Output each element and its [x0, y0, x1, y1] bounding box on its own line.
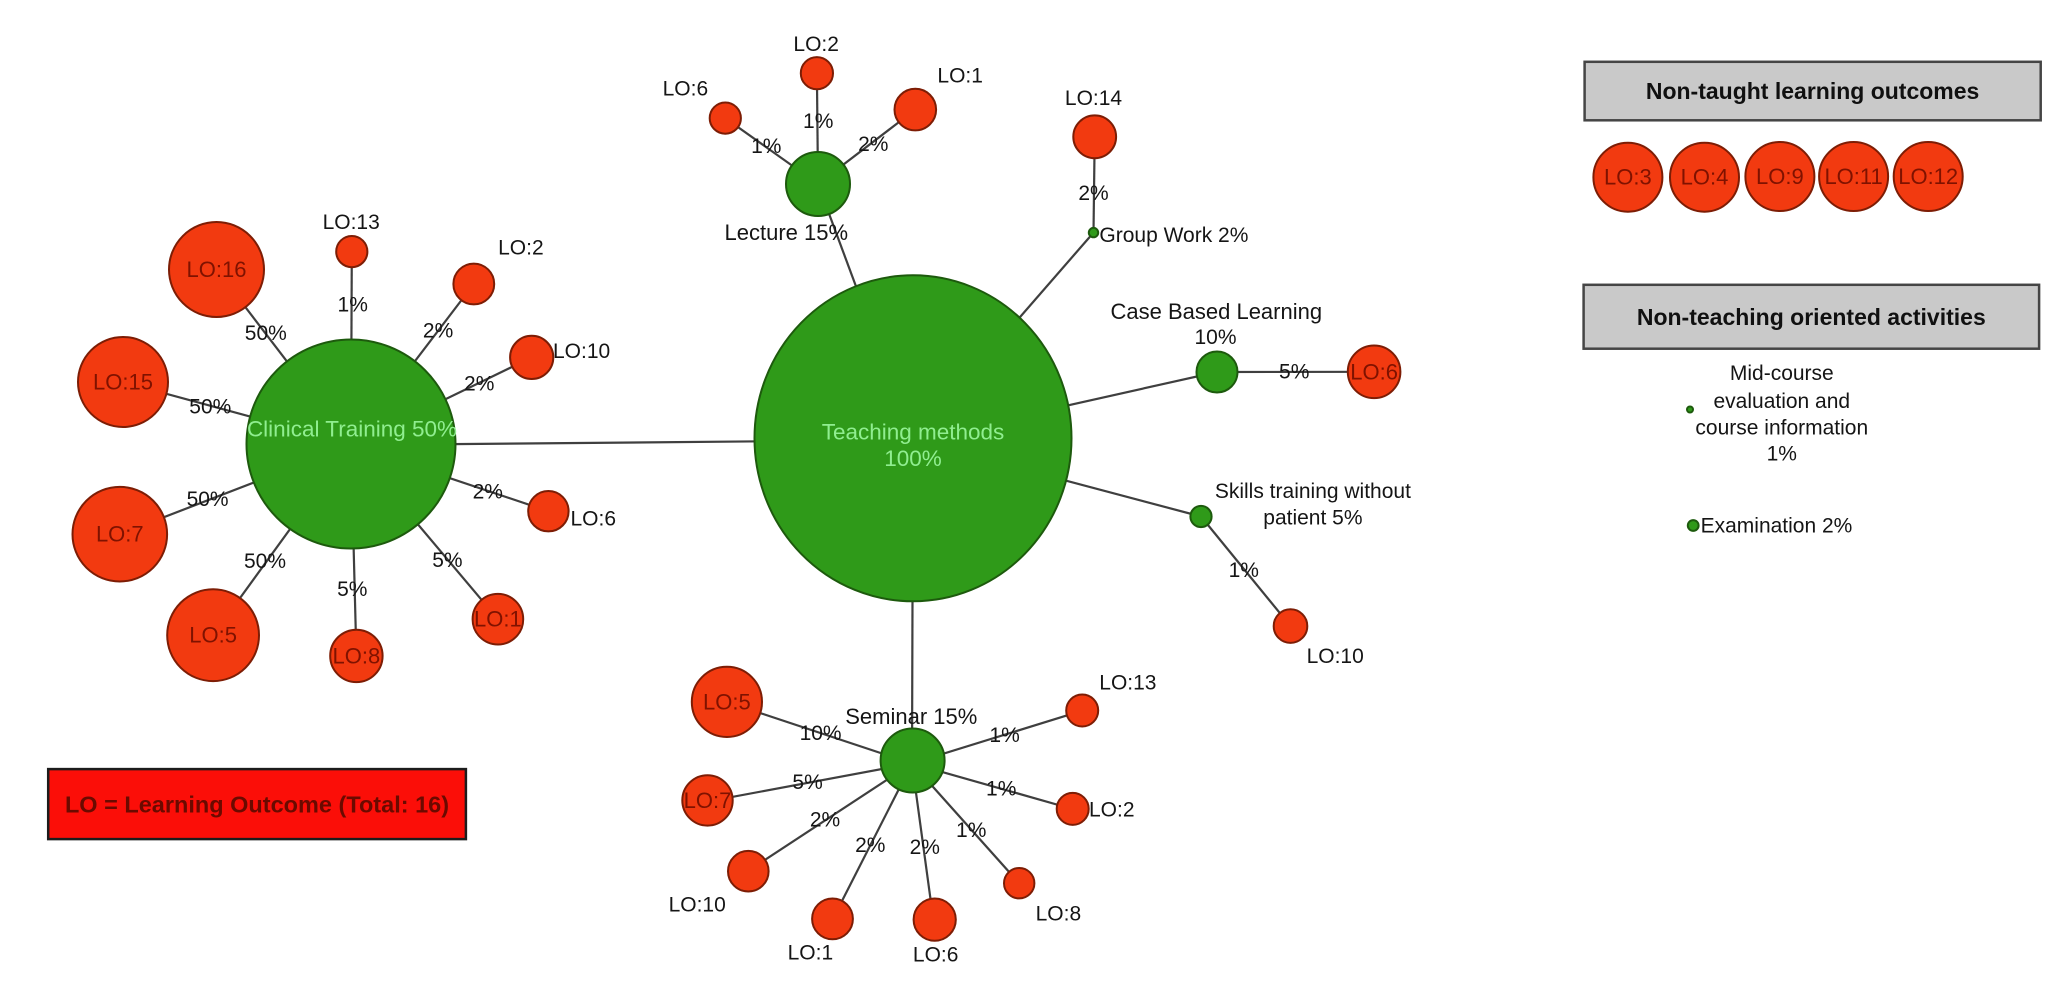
svg-text:2%: 2%: [858, 133, 888, 156]
svg-text:5%: 5%: [1279, 360, 1309, 383]
svg-text:2%: 2%: [810, 809, 840, 832]
svg-text:LO:10: LO:10: [553, 340, 610, 363]
svg-text:Skills training without: Skills training without: [1215, 480, 1411, 503]
svg-text:10%: 10%: [1194, 326, 1236, 349]
svg-text:Examination 2%: Examination 2%: [1701, 515, 1853, 538]
svg-text:Mid-course: Mid-course: [1730, 362, 1834, 385]
svg-text:2%: 2%: [464, 372, 494, 395]
svg-text:LO:7: LO:7: [96, 522, 144, 547]
svg-text:LO:3: LO:3: [1604, 165, 1652, 190]
svg-text:LO:6: LO:6: [571, 508, 617, 531]
svg-text:Lecture 15%: Lecture 15%: [725, 220, 849, 245]
svg-text:LO:4: LO:4: [1681, 165, 1729, 190]
svg-text:1%: 1%: [989, 724, 1019, 747]
svg-text:LO:7: LO:7: [684, 788, 732, 813]
svg-text:LO = Learning Outcome (Total:: LO = Learning Outcome (Total: 16): [65, 792, 449, 818]
svg-text:50%: 50%: [187, 488, 229, 511]
svg-text:LO:8: LO:8: [1036, 902, 1082, 925]
svg-text:Group Work 2%: Group Work 2%: [1099, 224, 1248, 247]
svg-text:Teaching methods: Teaching methods: [822, 420, 1005, 445]
svg-text:LO:1: LO:1: [937, 64, 983, 87]
svg-text:LO:2: LO:2: [793, 33, 839, 56]
svg-text:5%: 5%: [792, 771, 822, 794]
svg-text:LO:6: LO:6: [663, 77, 709, 100]
svg-text:1%: 1%: [986, 777, 1016, 800]
svg-text:LO:5: LO:5: [189, 623, 237, 648]
svg-text:Clinical Training 50%: Clinical Training 50%: [247, 417, 457, 442]
svg-text:2%: 2%: [1078, 182, 1108, 205]
svg-text:5%: 5%: [432, 549, 462, 572]
svg-text:LO:6: LO:6: [1350, 359, 1398, 384]
svg-text:1%: 1%: [956, 819, 986, 842]
svg-text:LO:5: LO:5: [703, 689, 751, 714]
svg-text:1%: 1%: [803, 110, 833, 133]
svg-text:Non-taught learning outcomes: Non-taught learning outcomes: [1646, 78, 1980, 104]
svg-text:2%: 2%: [855, 834, 885, 857]
svg-text:50%: 50%: [244, 550, 286, 573]
svg-text:LO:8: LO:8: [333, 643, 381, 668]
svg-text:LO:6: LO:6: [913, 944, 959, 967]
svg-text:LO:10: LO:10: [1307, 645, 1364, 668]
svg-text:Case Based Learning: Case Based Learning: [1111, 299, 1323, 324]
svg-text:LO:1: LO:1: [474, 607, 522, 632]
svg-text:1%: 1%: [1767, 443, 1797, 466]
svg-text:LO:1: LO:1: [788, 942, 834, 965]
svg-text:100%: 100%: [884, 446, 942, 471]
svg-text:LO:2: LO:2: [498, 237, 544, 260]
svg-text:LO:12: LO:12: [1898, 164, 1958, 189]
svg-text:1%: 1%: [751, 135, 781, 158]
svg-text:Seminar 15%: Seminar 15%: [845, 704, 977, 729]
svg-text:5%: 5%: [337, 578, 367, 601]
svg-text:LO:9: LO:9: [1756, 164, 1804, 189]
svg-text:course information: course information: [1695, 417, 1868, 440]
svg-text:LO:14: LO:14: [1065, 87, 1123, 110]
svg-text:50%: 50%: [189, 395, 231, 418]
svg-text:50%: 50%: [245, 322, 287, 345]
svg-text:LO:11: LO:11: [1824, 164, 1882, 189]
svg-text:LO:13: LO:13: [1099, 672, 1156, 695]
svg-text:1%: 1%: [338, 294, 368, 317]
svg-text:2%: 2%: [473, 480, 503, 503]
svg-text:1%: 1%: [1229, 559, 1259, 582]
svg-text:patient 5%: patient 5%: [1263, 506, 1362, 529]
svg-text:10%: 10%: [800, 722, 842, 745]
svg-text:evaluation and: evaluation and: [1713, 390, 1850, 413]
svg-text:LO:15: LO:15: [93, 370, 153, 395]
svg-text:LO:10: LO:10: [669, 894, 726, 917]
svg-text:LO:2: LO:2: [1089, 798, 1135, 821]
svg-text:LO:13: LO:13: [323, 211, 380, 234]
svg-text:LO:16: LO:16: [187, 257, 247, 282]
svg-text:2%: 2%: [423, 320, 453, 343]
svg-text:2%: 2%: [910, 836, 940, 859]
svg-text:Non-teaching oriented activiti: Non-teaching oriented activities: [1637, 304, 1986, 330]
